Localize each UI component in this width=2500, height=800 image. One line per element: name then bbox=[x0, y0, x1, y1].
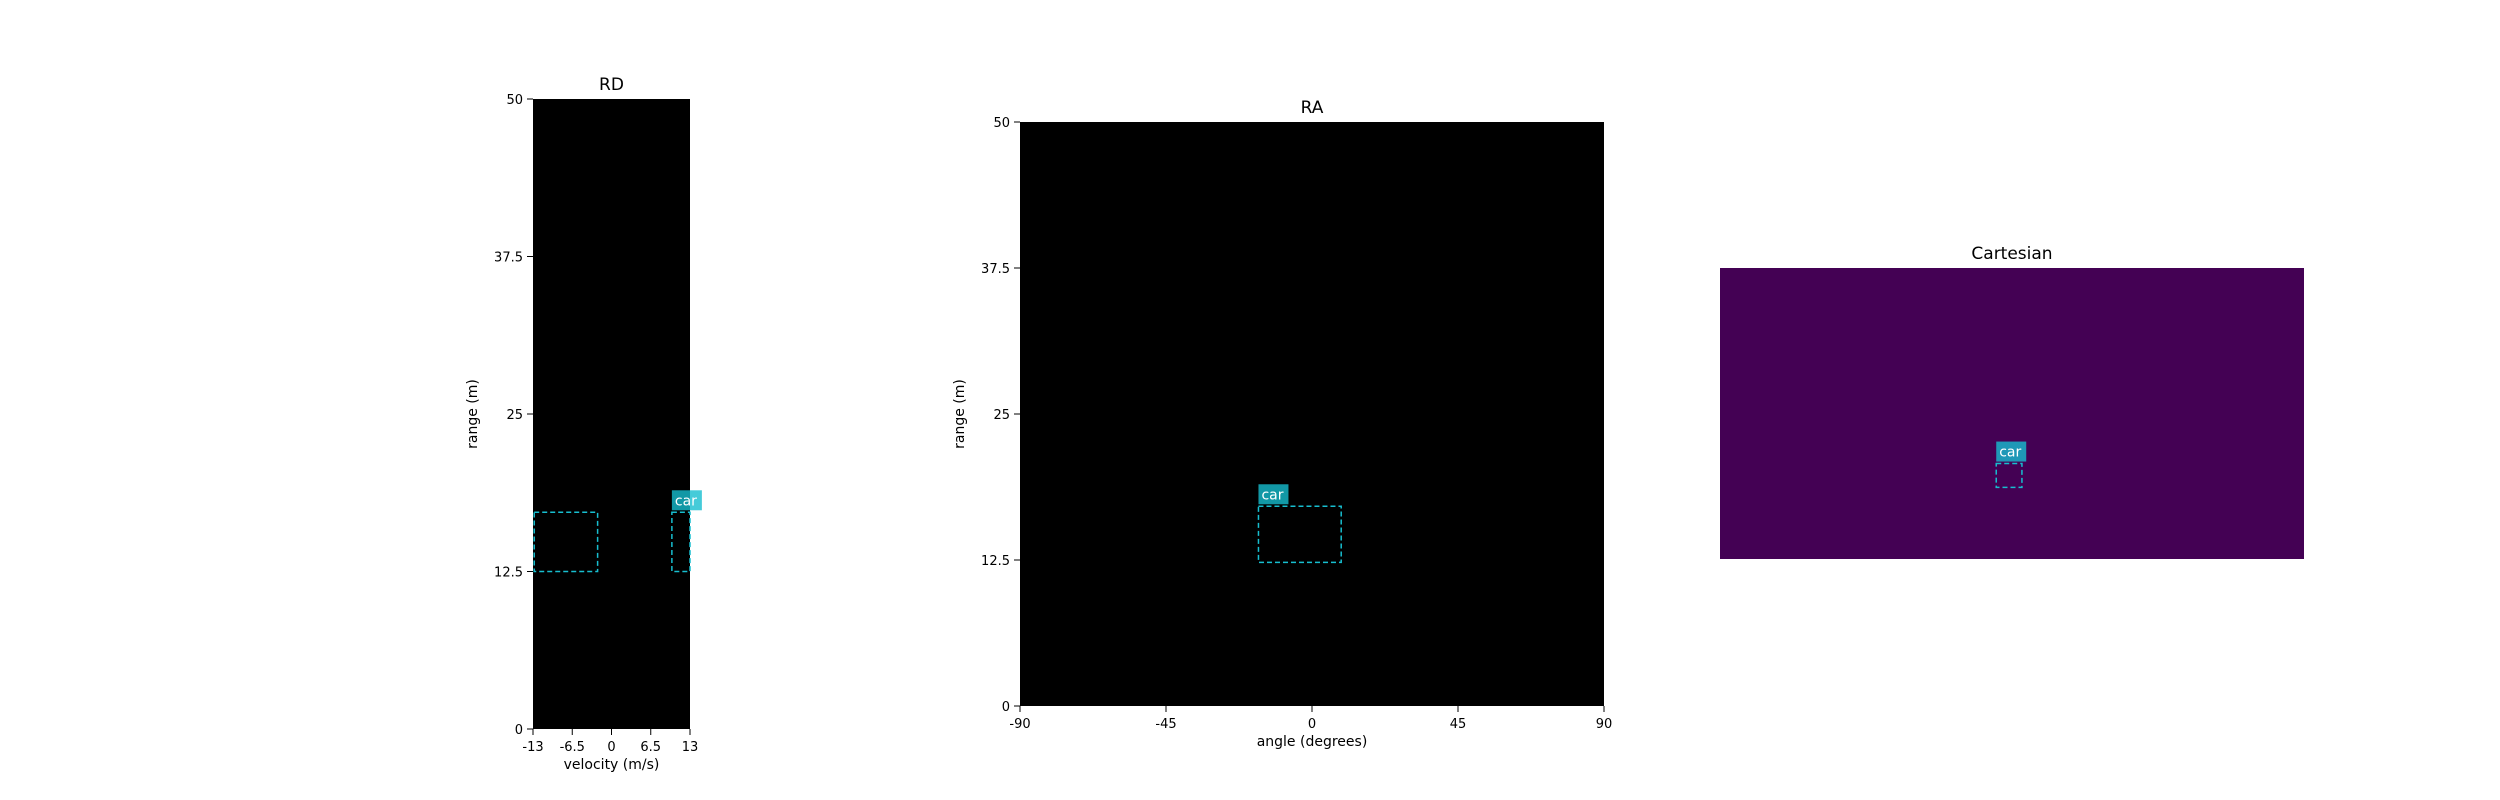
ra-y-tick-label: 12.5 bbox=[981, 554, 1010, 569]
ra-y-tick-label: 25 bbox=[993, 408, 1010, 423]
ra-annotation-label: car bbox=[1261, 487, 1283, 503]
rd-y-tick-label: 25 bbox=[506, 408, 523, 423]
ra-annotations: car bbox=[1257, 484, 1342, 564]
ra-x-tick-label: 90 bbox=[1596, 717, 1613, 732]
ra-x-tick-label: -90 bbox=[1009, 717, 1030, 732]
ra-x-tick-label: 45 bbox=[1450, 717, 1467, 732]
rd-annotations: car bbox=[533, 490, 702, 573]
rd-title: RD bbox=[599, 75, 624, 95]
ra-x-tick-label: -45 bbox=[1155, 717, 1176, 732]
rd-x-tick-label: -13 bbox=[522, 740, 543, 755]
ra-panel: RA angle (degrees) range (m) -90 -45 0 45 90… bbox=[952, 98, 1612, 750]
rd-y-tick-label: 37.5 bbox=[494, 251, 523, 266]
cartesian-annotations: car bbox=[1995, 441, 2027, 489]
rd-annotation-box bbox=[533, 511, 599, 573]
rd-x-ticks: -13 -6.5 0 6.5 13 bbox=[522, 729, 698, 755]
ra-annotation-label-bg bbox=[1258, 484, 1289, 505]
cartesian-annotation-label-bg bbox=[1996, 441, 2027, 462]
ra-ylabel: range (m) bbox=[952, 379, 968, 449]
rd-heatmap-background bbox=[533, 99, 690, 729]
ra-title: RA bbox=[1301, 98, 1324, 118]
rd-y-tick-label: 50 bbox=[506, 93, 523, 108]
ra-x-ticks: -90 -45 0 45 90 bbox=[1009, 706, 1612, 732]
ra-x-tick-label: 0 bbox=[1308, 717, 1316, 732]
cartesian-title: Cartesian bbox=[1971, 244, 2052, 264]
rd-x-tick-label: 13 bbox=[682, 740, 699, 755]
rd-annotation-box bbox=[671, 511, 691, 573]
ra-heatmap-background bbox=[1020, 122, 1604, 706]
rd-xlabel: velocity (m/s) bbox=[564, 757, 660, 773]
ra-annotation-box bbox=[1257, 505, 1342, 564]
ra-y-tick-label: 0 bbox=[1002, 700, 1010, 715]
ra-y-ticks: 0 12.5 25 37.5 50 bbox=[981, 116, 1020, 715]
cartesian-heatmap-background bbox=[1720, 268, 2304, 559]
rd-annotation-label: car bbox=[675, 493, 697, 509]
rd-y-tick-label: 0 bbox=[515, 723, 523, 738]
rd-x-tick-label: 0 bbox=[607, 740, 615, 755]
rd-ylabel: range (m) bbox=[465, 379, 481, 449]
rd-annotation-label-bg bbox=[671, 490, 702, 511]
ra-xlabel: angle (degrees) bbox=[1257, 734, 1368, 750]
rd-y-ticks: 0 12.5 25 37.5 50 bbox=[494, 93, 533, 738]
ra-y-tick-label: 50 bbox=[993, 116, 1010, 131]
cartesian-annotation-label: car bbox=[1999, 445, 2021, 461]
rd-y-tick-label: 12.5 bbox=[494, 566, 523, 581]
ra-y-tick-label: 37.5 bbox=[981, 262, 1010, 277]
cartesian-annotation-box bbox=[1995, 462, 2023, 489]
rd-x-tick-label: 6.5 bbox=[640, 740, 661, 755]
rd-panel: RD velocity (m/s) range (m) -13 -6.5 0 6.5 1… bbox=[465, 75, 702, 773]
rd-x-tick-label: -6.5 bbox=[560, 740, 585, 755]
cartesian-panel: Cartesian car bbox=[1720, 244, 2304, 559]
